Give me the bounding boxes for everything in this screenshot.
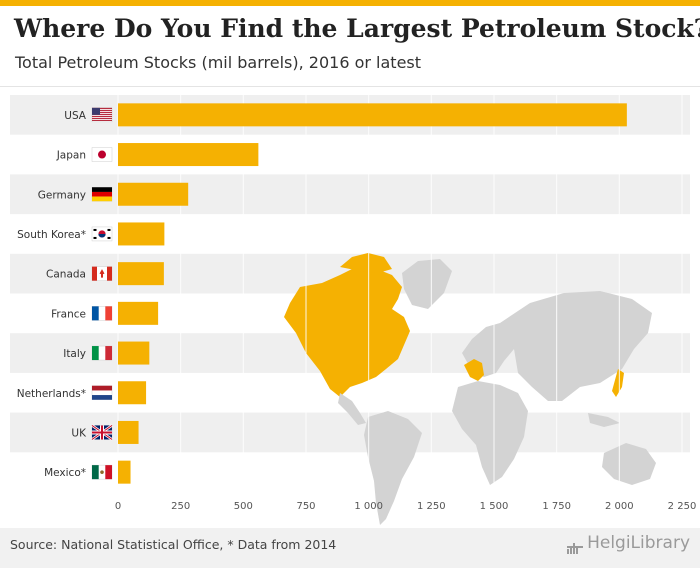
category-labels: USA Japan Germany South Korea* Canada France I…: [17, 110, 87, 479]
x-tick-label: 2 250: [668, 501, 697, 512]
category-label: USA: [64, 110, 87, 122]
x-tick-label: 250: [171, 501, 190, 512]
bar: [118, 301, 159, 325]
bar: [118, 381, 147, 405]
helgilibrary-logo: HelgiLibrary: [567, 533, 690, 554]
country-flags: [91, 107, 113, 480]
bar: [118, 420, 139, 444]
header-divider: [0, 86, 700, 87]
map-north-america: [284, 267, 410, 397]
italy-flag-icon: [91, 345, 113, 361]
logo-bars-icon: [567, 534, 584, 554]
x-tick-label: 1 500: [480, 501, 509, 512]
bar-chart: USA Japan Germany South Korea* Canada France I…: [10, 95, 697, 525]
map-central-america: [338, 393, 366, 425]
category-label: South Korea*: [17, 229, 86, 241]
category-label: Japan: [56, 150, 86, 162]
japan-flag-icon: [91, 147, 113, 162]
world-map: [284, 253, 656, 525]
map-japan: [612, 369, 624, 397]
map-se-asia: [588, 413, 620, 427]
bar: [118, 143, 259, 167]
x-tick-label: 500: [234, 501, 253, 512]
bar: [118, 103, 627, 127]
canada-flag-icon: [91, 266, 113, 281]
france-flag-icon: [91, 306, 113, 321]
x-axis-ticks: 0 250 500 750 1 000 1 250 1 500 1 750 2 000 2 250: [115, 501, 697, 512]
us-flag-icon: [91, 107, 113, 123]
netherlands-flag-icon: [91, 385, 113, 400]
bar: [118, 262, 164, 286]
germany-flag-icon: [91, 187, 113, 202]
category-label: UK: [71, 427, 87, 439]
bar: [118, 182, 189, 206]
x-tick-label: 1 000: [354, 501, 383, 512]
map-arctic-islands: [340, 253, 392, 273]
map-greenland: [402, 259, 452, 309]
bar: [118, 341, 150, 365]
chart-subtitle: Total Petroleum Stocks (mil barrels), 20…: [15, 53, 422, 72]
category-label: Canada: [46, 269, 86, 281]
x-tick-label: 0: [115, 501, 121, 512]
map-africa: [452, 381, 528, 485]
category-label: Netherlands*: [17, 388, 86, 400]
category-label: Mexico*: [44, 467, 86, 479]
source-note: Source: National Statistical Office, * D…: [10, 537, 337, 552]
map-asia: [500, 291, 652, 401]
bar: [118, 460, 131, 484]
map-europe-highlight: [464, 359, 484, 381]
x-tick-label: 1 250: [417, 501, 446, 512]
category-label: France: [51, 308, 86, 320]
category-label: Italy: [63, 348, 86, 360]
chart-title: Where Do You Find the Largest Petroleum …: [14, 14, 700, 43]
bar-series: [118, 103, 627, 484]
x-tick-label: 750: [296, 501, 315, 512]
top-accent-bar: [0, 0, 700, 6]
category-label: Germany: [38, 189, 86, 201]
map-south-america: [364, 411, 422, 525]
bar: [118, 222, 165, 246]
mexico-flag-icon: [91, 464, 113, 480]
footer-bar: [0, 528, 700, 568]
x-tick-label: 1 750: [542, 501, 571, 512]
south-korea-flag-icon: [91, 226, 113, 242]
map-australia: [602, 443, 656, 485]
x-tick-label: 2 000: [605, 501, 634, 512]
uk-flag-icon: [91, 424, 113, 441]
